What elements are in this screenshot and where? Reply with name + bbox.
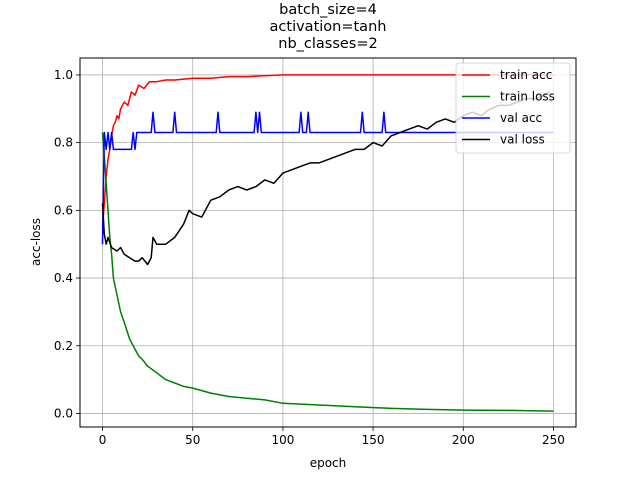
chart-title-line-2: activation=tanh	[270, 19, 387, 35]
y-axis-label: acc-loss	[29, 218, 43, 266]
x-tick-label: 200	[452, 433, 475, 447]
y-tick-label: 0.2	[54, 339, 73, 353]
y-tick-label: 0.4	[54, 271, 73, 285]
ticks: 0 50 100 150 200 250 0.0 0.2 0.4 0.6 0.8 1.0	[54, 68, 565, 447]
y-tick-label: 0.8	[54, 136, 73, 150]
legend-label: val loss	[500, 133, 545, 147]
legend-label: train acc	[500, 68, 552, 82]
y-tick-label: 1.0	[54, 68, 73, 82]
chart-title-line-1: batch_size=4	[279, 2, 377, 18]
chart-title-line-3: nb_classes=2	[278, 36, 378, 52]
legend: train acc train loss val acc val loss	[455, 62, 571, 154]
x-axis-label: epoch	[310, 456, 347, 470]
series-line-val-acc	[101, 111, 554, 245]
legend-box	[455, 62, 571, 154]
legend-label: val acc	[500, 111, 542, 125]
x-tick-label: 100	[271, 433, 294, 447]
series-line-train-loss	[101, 132, 554, 412]
y-tick-label: 0.0	[54, 406, 73, 420]
x-tick-label: 0	[99, 433, 107, 447]
plot-frame	[79, 57, 577, 428]
x-tick-label: 150	[362, 433, 385, 447]
y-tick-label: 0.6	[54, 203, 73, 217]
x-tick-label: 250	[542, 433, 565, 447]
x-tick-label: 50	[185, 433, 200, 447]
legend-label: train loss	[500, 90, 555, 104]
